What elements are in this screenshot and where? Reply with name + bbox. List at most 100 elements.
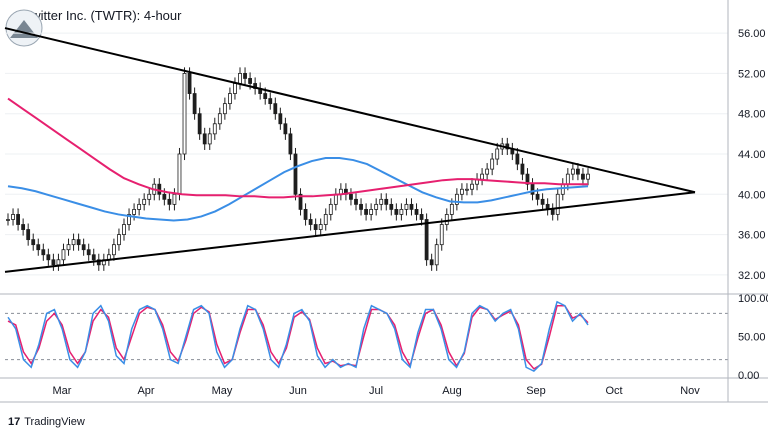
candle-body xyxy=(222,103,227,115)
price-grid xyxy=(5,32,728,361)
price-tick-label: 36.00 xyxy=(738,230,766,242)
time-tick-label: Jul xyxy=(369,385,383,397)
candle-body xyxy=(167,198,172,205)
price-tick-label: 40.00 xyxy=(738,189,766,201)
candle-body xyxy=(283,123,288,135)
time-tick-label: Aug xyxy=(442,385,462,397)
candle-body xyxy=(495,148,500,160)
candle-body xyxy=(480,173,484,180)
candle-body xyxy=(460,188,464,195)
time-tick-label: Nov xyxy=(680,385,700,397)
candle-body xyxy=(369,209,374,215)
candle-body xyxy=(76,239,81,246)
candle-body xyxy=(449,203,454,215)
candle-body xyxy=(288,133,293,155)
time-tick-label: Oct xyxy=(605,385,622,397)
time-tick-label: Mar xyxy=(53,385,72,397)
candle-body xyxy=(11,214,15,220)
candle-body xyxy=(570,168,575,175)
candle-body xyxy=(197,113,202,135)
candle-body xyxy=(51,259,56,266)
trendlines xyxy=(4,27,696,273)
candle-body xyxy=(26,229,31,241)
price-tick-label: 56.00 xyxy=(738,28,766,40)
candle-body xyxy=(172,193,177,205)
candle-body xyxy=(409,203,414,210)
moving-average-line xyxy=(7,97,588,199)
candle-body xyxy=(293,153,298,195)
candle-body xyxy=(419,214,424,220)
brand-name: TradingView xyxy=(24,416,85,428)
moving-averages xyxy=(7,97,589,222)
candle-body xyxy=(112,244,116,256)
candle-body xyxy=(465,188,469,191)
candle-body xyxy=(192,93,197,115)
candle-body xyxy=(66,244,71,251)
chart-title: Twitter Inc. (TWTR): 4-hour xyxy=(24,8,182,23)
candle-body xyxy=(91,254,96,261)
candle-body xyxy=(162,193,167,200)
candle-body xyxy=(581,173,585,180)
candle-body xyxy=(268,98,273,105)
price-tick-label: 32.00 xyxy=(738,270,766,282)
candle-body xyxy=(394,209,399,215)
candle-body xyxy=(56,259,61,266)
candle-body xyxy=(429,259,434,266)
candle-body xyxy=(328,203,333,215)
candle-body xyxy=(560,183,565,195)
candle-body xyxy=(212,123,217,135)
candle-body xyxy=(520,163,525,175)
candle-body xyxy=(359,203,363,210)
candle-body xyxy=(323,214,328,225)
candle-body xyxy=(248,78,252,84)
candle-body xyxy=(576,168,580,175)
candle-body xyxy=(399,209,404,215)
candle-body xyxy=(187,73,192,94)
brand-footer: 17 TradingView xyxy=(8,416,85,428)
candle-body xyxy=(303,209,308,220)
candle-body xyxy=(540,198,545,205)
candle-body xyxy=(137,203,142,210)
candle-body xyxy=(157,183,162,195)
osc-tick-label: 0.00 xyxy=(738,370,759,382)
candle-body xyxy=(132,209,136,215)
candle-body xyxy=(404,203,409,210)
time-tick-label: Apr xyxy=(137,385,154,397)
candle-body xyxy=(555,193,560,215)
candle-body xyxy=(278,113,283,125)
candle-body xyxy=(550,209,555,215)
osc-tick-label: 50.00 xyxy=(738,332,766,344)
candle-body xyxy=(61,249,66,261)
candle-body xyxy=(122,224,126,235)
candle-body xyxy=(142,198,147,205)
candle-body xyxy=(333,193,338,205)
trendline xyxy=(4,191,696,273)
time-tick-label: Jun xyxy=(289,385,307,397)
candle-body xyxy=(354,198,358,205)
candle-body xyxy=(374,203,379,210)
candle-body xyxy=(46,254,51,261)
candle-body xyxy=(470,183,474,190)
candle-body xyxy=(71,239,76,246)
oscillator-panel xyxy=(7,300,589,373)
candle-body xyxy=(298,193,303,210)
candle-body xyxy=(384,198,389,205)
candle-body xyxy=(207,133,212,145)
candle-body xyxy=(147,193,152,200)
price-tick-label: 44.00 xyxy=(738,149,766,161)
candle-body xyxy=(81,244,86,251)
candle-body xyxy=(233,83,237,94)
candle-body xyxy=(389,203,394,210)
candle-body xyxy=(86,249,91,256)
candle-body xyxy=(525,173,530,185)
candle-body xyxy=(6,219,10,221)
candle-body xyxy=(16,214,20,225)
candle-body xyxy=(31,239,36,246)
candle-body xyxy=(414,209,419,215)
candle-body xyxy=(444,214,449,225)
candle-body xyxy=(127,214,131,225)
candle-body xyxy=(182,73,187,155)
candle-body xyxy=(238,73,242,84)
candle-body xyxy=(202,133,207,145)
